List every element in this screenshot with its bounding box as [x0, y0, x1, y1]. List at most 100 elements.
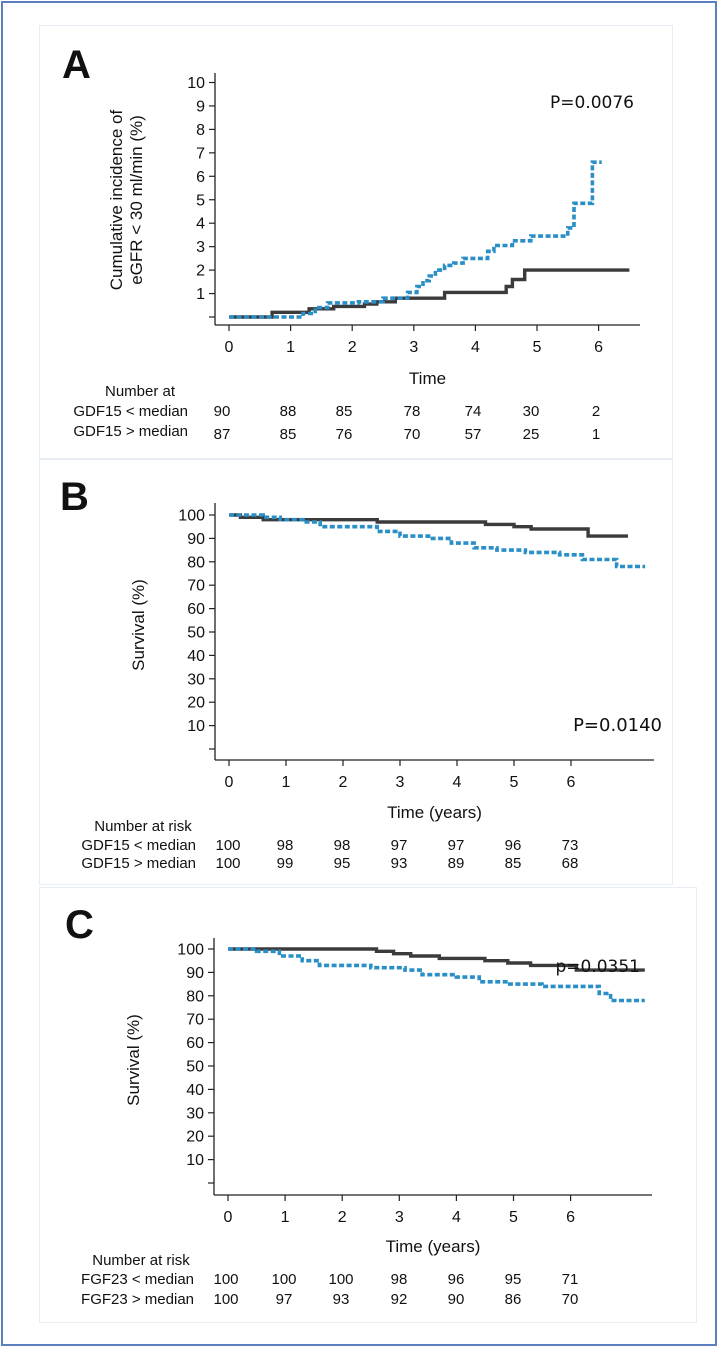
panel-b-ytick-label: 20 — [187, 695, 205, 712]
panel-a-ytick-label: 4 — [196, 216, 205, 233]
panel-a-series-below-median — [229, 268, 630, 319]
panel-a-risk-value: 74 — [465, 403, 482, 420]
panel-a-ytick-label: 9 — [196, 98, 205, 115]
panel-b-ytick-label: 90 — [187, 531, 205, 548]
panel-c-risk-value: 86 — [505, 1291, 522, 1308]
panel-b-xtick-label: 3 — [396, 774, 405, 791]
panel-c-xtick-label: 3 — [395, 1209, 404, 1226]
panel-a-x-axis-label: Time — [409, 369, 446, 388]
panel-b-ytick-label: 40 — [187, 648, 205, 665]
panel-b-risk-value: 99 — [277, 855, 294, 872]
panel-a-risk-value: 78 — [404, 403, 421, 420]
panel-c-risk-value: 90 — [448, 1291, 465, 1308]
panel-a-risk-row-label: GDF15 > median — [73, 423, 188, 440]
panel-c-risk-row-label: FGF23 < median — [81, 1271, 194, 1288]
panel-a-pvalue: P=0.0076 — [550, 93, 634, 113]
panel-a-risk-value: 30 — [523, 403, 540, 420]
panel-c-risk-value: 100 — [213, 1271, 238, 1288]
panel-c-letter: C — [65, 903, 94, 947]
panel-c-xtick-label: 6 — [566, 1209, 575, 1226]
panel-c-ytick-label: 30 — [186, 1105, 204, 1122]
panel-c-risk-row-label: FGF23 > median — [81, 1291, 194, 1308]
panel-b-risk-row-label: GDF15 > median — [81, 855, 196, 872]
panel-b-letter: B — [60, 475, 89, 519]
panel-a-risk-value: 76 — [336, 426, 353, 443]
panel-a-risk-value: 85 — [336, 403, 353, 420]
panel-a-xtick-label: 2 — [348, 339, 357, 356]
panel-c-risk-value: 97 — [276, 1291, 293, 1308]
panel-b-risk-value: 98 — [277, 837, 294, 854]
panel-c-xtick-label: 2 — [338, 1209, 347, 1226]
panel-c-risk-value: 96 — [448, 1271, 465, 1288]
panel-b-y-axis-label: Survival (%) — [129, 579, 148, 671]
panel-a-xtick-label: 4 — [471, 339, 480, 356]
panel-b-ytick-label: 70 — [187, 578, 205, 595]
panel-a-risk-value: 85 — [280, 426, 297, 443]
panel-b-risk-value: 68 — [562, 855, 579, 872]
panel-a-risk-title: Number at — [105, 383, 176, 400]
panel-c-ytick-label: 100 — [177, 942, 204, 959]
panel-b-risk-value: 93 — [391, 855, 408, 872]
panel-a-risk-value: 2 — [592, 403, 600, 420]
panel-c-xtick-label: 1 — [281, 1209, 290, 1226]
panel-b-ytick-label: 100 — [178, 508, 205, 525]
panel-c-risk-value: 98 — [391, 1271, 408, 1288]
panel-b-ytick-label: 10 — [187, 718, 205, 735]
panel-b-series-below-median — [229, 513, 628, 538]
panel-a-risk-value: 57 — [465, 426, 482, 443]
panel-a-ytick-label: 7 — [196, 145, 205, 162]
panel-b-xtick-label: 4 — [453, 774, 462, 791]
panel-a-xtick-label: 3 — [409, 339, 418, 356]
panel-c-ytick-label: 70 — [186, 1012, 204, 1029]
panel-c-ytick-label: 90 — [186, 965, 204, 982]
panel-a-xtick-label: 6 — [594, 339, 603, 356]
panel-c-risk-value: 70 — [562, 1291, 579, 1308]
panel-b-pvalue: P=0.0140 — [573, 715, 662, 736]
panel-a-ytick-label: 8 — [196, 122, 205, 139]
panel-b-ytick-label: 30 — [187, 671, 205, 688]
panel-c-series-below-median — [228, 947, 645, 972]
panel-b-xtick-label: 5 — [510, 774, 519, 791]
panel-b-xtick-label: 2 — [339, 774, 348, 791]
panel-c-ytick-label: 50 — [186, 1059, 204, 1076]
panel-b-xtick-label: 0 — [225, 774, 234, 791]
panel-a-y-axis-label: eGFR < 30 ml/min (%) — [127, 115, 146, 285]
panel-b-ytick-label: 80 — [187, 554, 205, 571]
panel-a-ytick-label: 5 — [196, 192, 205, 209]
panel-b-risk-value: 85 — [505, 855, 522, 872]
panel-a-xtick-label: 1 — [286, 339, 295, 356]
panel-c-ytick-label: 20 — [186, 1129, 204, 1146]
panel-b-risk-value: 100 — [215, 855, 240, 872]
panel-c-risk-value: 100 — [328, 1271, 353, 1288]
panel-a-risk-value: 90 — [214, 403, 231, 420]
panel-c-risk-value: 93 — [333, 1291, 350, 1308]
panel-a-ytick-label: 2 — [196, 263, 205, 280]
panel-b-ytick-label: 60 — [187, 601, 205, 618]
panel-c-pvalue: p=0.0351 — [555, 957, 640, 977]
panel-b-ytick-label: 50 — [187, 625, 205, 642]
panel-b-risk-value: 73 — [562, 837, 579, 854]
panel-b-xtick-label: 6 — [567, 774, 576, 791]
panel-b-risk-value: 89 — [448, 855, 465, 872]
panel-b-risk-value: 100 — [215, 837, 240, 854]
panel-b-series-above-median — [229, 513, 646, 569]
panel-b-risk-value: 97 — [391, 837, 408, 854]
panel-a-risk-value: 25 — [523, 426, 540, 443]
panel-a-ytick-label: 3 — [196, 239, 205, 256]
panel-a-risk-value: 70 — [404, 426, 421, 443]
panel-b-x-axis-label: Time (years) — [387, 803, 482, 822]
panel-a-risk-value: 1 — [592, 426, 600, 443]
panel-a-y-axis-label: Cumulative incidence of — [107, 109, 126, 290]
panel-c-xtick-label: 0 — [224, 1209, 233, 1226]
panel-a-ytick-label: 1 — [196, 286, 205, 303]
panel-c-ytick-label: 10 — [186, 1152, 204, 1169]
panel-a-series-above-median — [229, 160, 602, 319]
panel-c-risk-value: 100 — [271, 1271, 296, 1288]
panel-a-xtick-label: 5 — [533, 339, 542, 356]
panel-c-series-above-median — [228, 947, 645, 1003]
panel-a-risk-value: 88 — [280, 403, 297, 420]
panel-c-risk-value: 92 — [391, 1291, 408, 1308]
panel-c-risk-title: Number at risk — [92, 1252, 190, 1269]
